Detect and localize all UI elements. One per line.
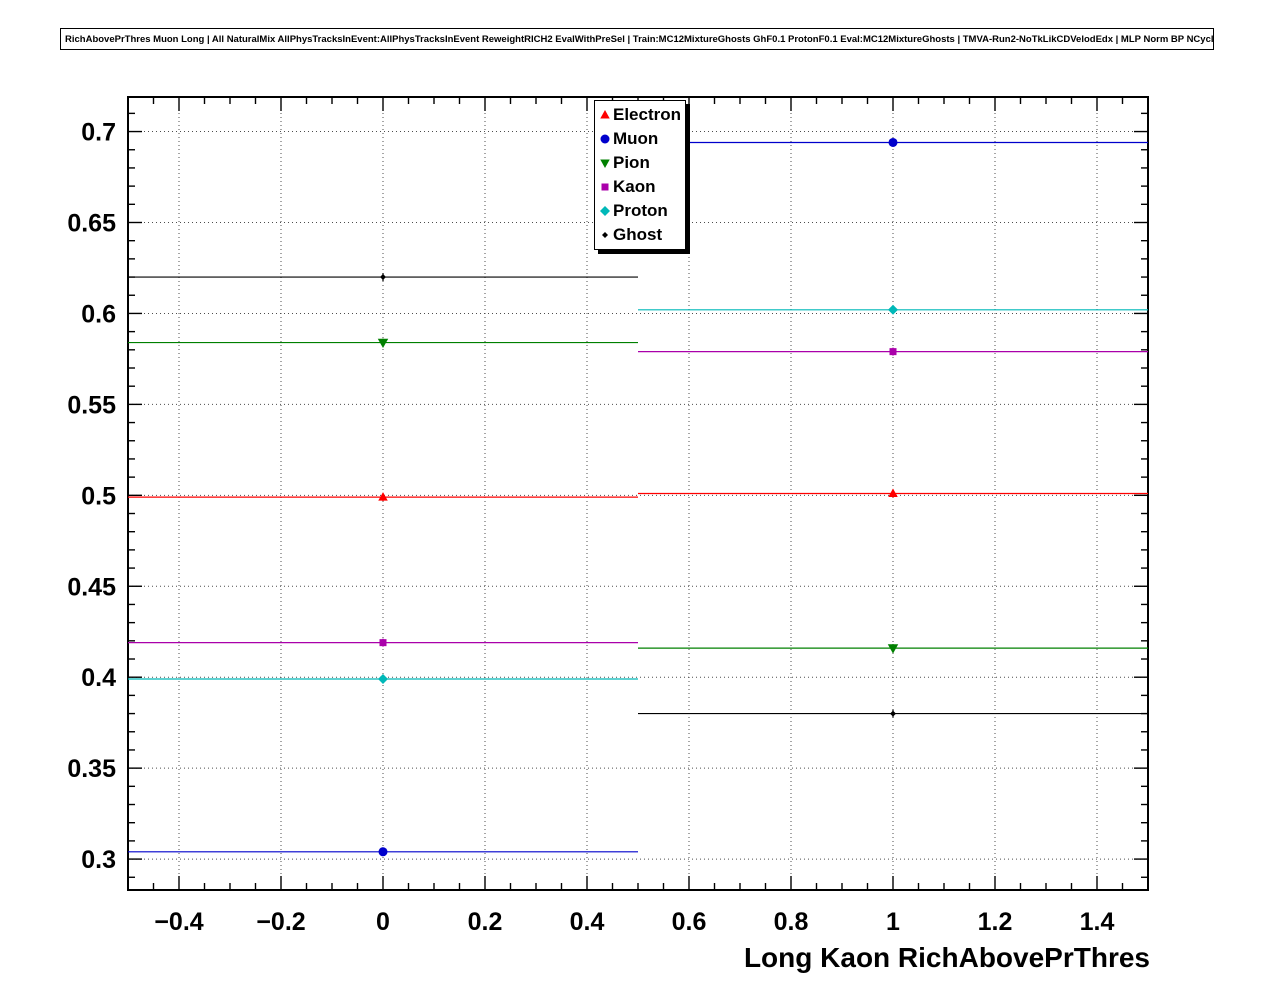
y-tick-labels: 0.3 0.35 0.4 0.45 0.5 0.55 0.6 0.65 0.7 <box>67 119 116 875</box>
electron-marker-icon <box>597 108 613 122</box>
svg-text:0.4: 0.4 <box>570 908 605 936</box>
legend-item-muon: Muon <box>597 127 685 151</box>
legend-label: Muon <box>613 129 659 148</box>
legend-label: Proton <box>613 201 668 220</box>
svg-text:0: 0 <box>376 908 390 936</box>
muon-marker-icon <box>597 132 613 146</box>
svg-text:0.4: 0.4 <box>81 664 116 692</box>
x-axis-title: Long Kaon RichAbovePrThres <box>743 942 1150 973</box>
legend: Electron Muon Pion Kaon Proton Ghost <box>594 100 686 250</box>
legend-item-pion: Pion <box>597 151 685 175</box>
x-tick-labels: −0.4 −0.2 0 0.2 0.4 0.6 0.8 1 1.2 1.4 <box>154 908 1114 936</box>
plot-title: RichAbovePrThres Muon Long | All Natural… <box>60 28 1214 50</box>
svg-text:1: 1 <box>886 908 900 936</box>
series-kaon <box>128 347 1148 647</box>
svg-text:−0.4: −0.4 <box>154 908 203 936</box>
svg-text:1.2: 1.2 <box>978 908 1013 936</box>
ghost-marker-icon <box>597 228 613 242</box>
svg-text:0.65: 0.65 <box>67 209 116 237</box>
axis-ticks <box>128 97 1148 890</box>
legend-item-ghost: Ghost <box>597 223 685 247</box>
legend-label: Kaon <box>613 177 656 196</box>
series-electron <box>128 488 1148 502</box>
svg-text:−0.2: −0.2 <box>256 908 305 936</box>
pion-marker-icon <box>597 156 613 170</box>
svg-text:0.6: 0.6 <box>672 908 707 936</box>
series-proton <box>128 304 1148 685</box>
series-muon <box>128 137 1148 857</box>
svg-text:0.8: 0.8 <box>774 908 809 936</box>
svg-text:0.5: 0.5 <box>81 482 116 510</box>
series-pion <box>128 338 1148 654</box>
svg-text:0.7: 0.7 <box>81 119 116 147</box>
svg-text:0.45: 0.45 <box>67 573 116 601</box>
svg-text:0.3: 0.3 <box>81 846 116 874</box>
svg-text:1.4: 1.4 <box>1080 908 1115 936</box>
proton-marker-icon <box>597 204 613 218</box>
svg-text:0.2: 0.2 <box>468 908 503 936</box>
legend-item-proton: Proton <box>597 199 685 223</box>
series-ghost <box>128 273 1148 718</box>
legend-label: Electron <box>613 105 682 124</box>
legend-label: Ghost <box>613 225 663 244</box>
legend-item-electron: Electron <box>597 103 685 127</box>
kaon-marker-icon <box>597 180 613 194</box>
svg-text:0.35: 0.35 <box>67 755 116 783</box>
svg-text:0.55: 0.55 <box>67 391 116 419</box>
legend-item-kaon: Kaon <box>597 175 685 199</box>
svg-text:0.6: 0.6 <box>81 300 116 328</box>
legend-label: Pion <box>613 153 650 172</box>
